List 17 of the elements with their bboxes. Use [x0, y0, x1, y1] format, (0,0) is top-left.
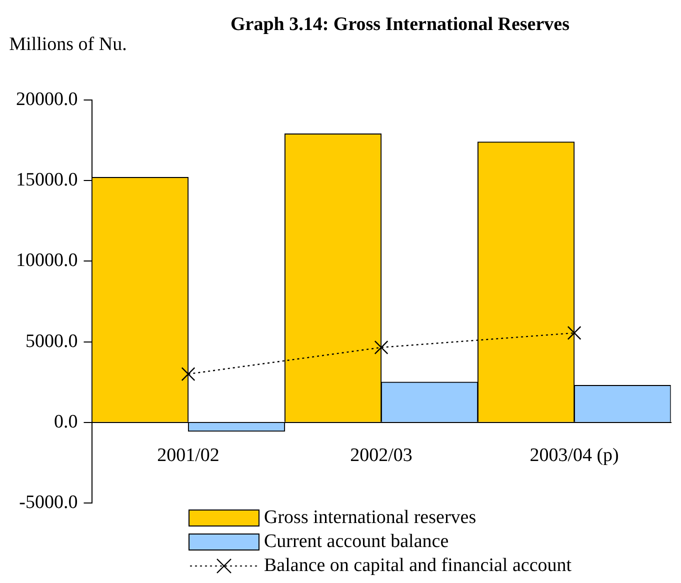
y-tick-label: 20000.0: [16, 88, 78, 110]
point: [181, 367, 196, 382]
chart-title: Graph 3.14: Gross International Reserves: [230, 14, 570, 35]
x-tick-label: 2001/02: [157, 444, 220, 466]
y-tick-label: 15000.0: [16, 170, 78, 191]
x-tick-label: 2003/04 (p): [530, 444, 619, 466]
y-tick-label: -5000.0: [19, 492, 78, 513]
y-tick-label: 0.0: [54, 411, 78, 432]
y-tick-label: 5000.0: [26, 330, 78, 352]
legend-label: Current account balance: [264, 530, 449, 554]
point: [374, 340, 388, 354]
legend-label: Balance on capital and financial account: [264, 554, 572, 578]
legend-label: Gross international reserves: [264, 506, 476, 530]
x-tick-label: 2002/03: [350, 444, 412, 466]
y-tick-label: 10000.0: [16, 250, 78, 272]
y-axis-title: Millions of Nu.: [8, 33, 128, 57]
point: [567, 326, 582, 340]
